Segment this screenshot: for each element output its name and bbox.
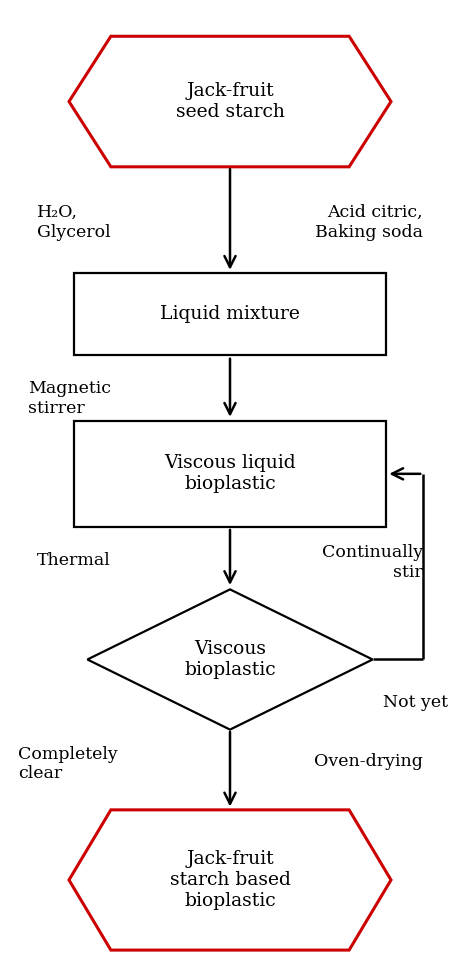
Text: Viscous liquid
bioplastic: Viscous liquid bioplastic — [164, 454, 295, 493]
Text: Oven-drying: Oven-drying — [313, 752, 422, 770]
Text: Acid citric,
Baking soda: Acid citric, Baking soda — [314, 204, 422, 241]
Bar — [73, 273, 386, 355]
Polygon shape — [69, 36, 390, 166]
Text: Not yet: Not yet — [383, 693, 448, 711]
Polygon shape — [87, 589, 372, 729]
Polygon shape — [69, 810, 390, 950]
Text: Viscous
bioplastic: Viscous bioplastic — [184, 640, 275, 679]
Text: Liquid mixture: Liquid mixture — [160, 306, 299, 323]
Text: Completely
clear: Completely clear — [18, 746, 118, 782]
Text: H₂O,
Glycerol: H₂O, Glycerol — [37, 204, 110, 241]
Text: Thermal: Thermal — [37, 552, 110, 570]
Text: Continually
stir: Continually stir — [321, 544, 422, 581]
Text: Jack-fruit
starch based
bioplastic: Jack-fruit starch based bioplastic — [169, 850, 290, 910]
Text: Magnetic
stirrer: Magnetic stirrer — [28, 380, 110, 417]
Text: Jack-fruit
seed starch: Jack-fruit seed starch — [175, 82, 284, 121]
Bar — [73, 421, 386, 527]
